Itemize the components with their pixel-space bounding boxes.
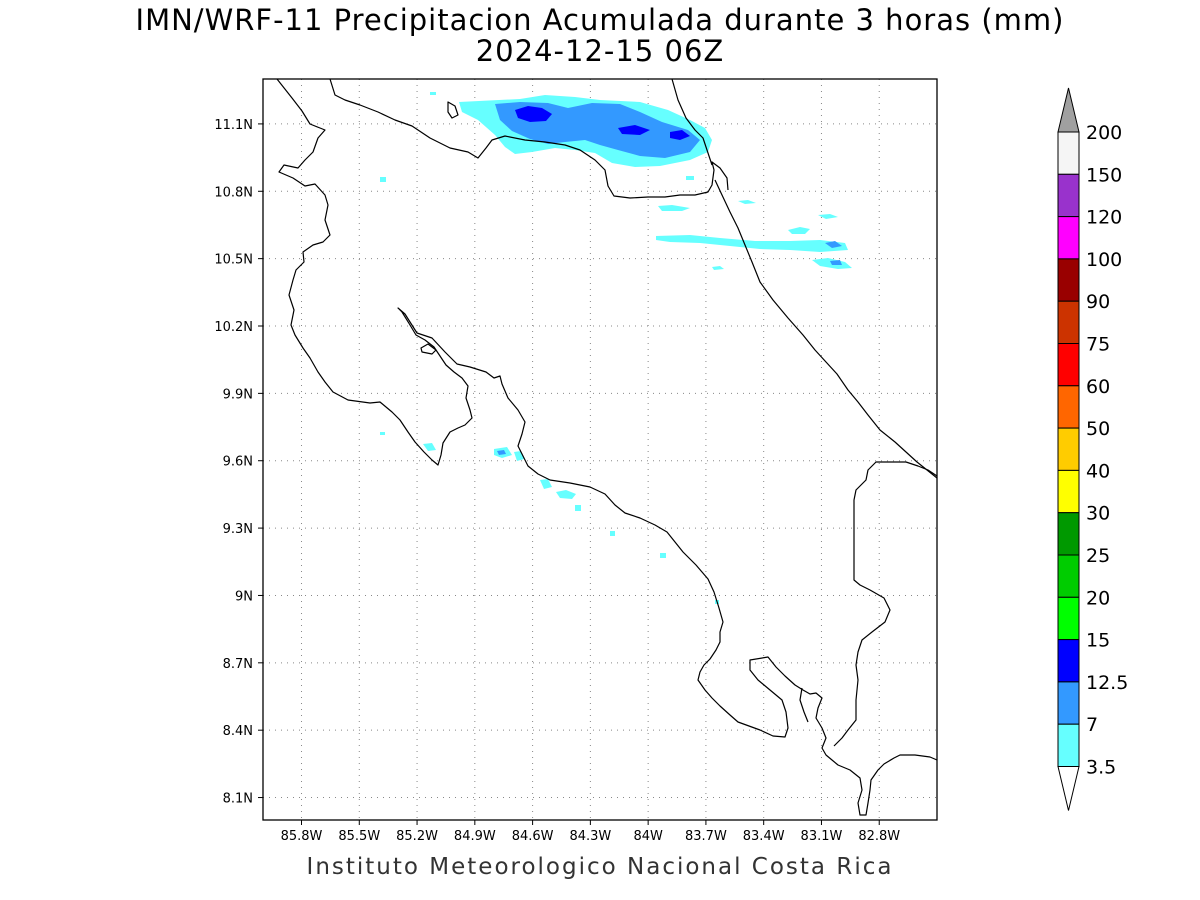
colorbar-label: 150 [1086, 164, 1122, 186]
colorbar-legend: 200 150 120 100 90 75 60 50 40 30 25 20 15 12.5 7 3.5 [1057, 87, 1128, 811]
precip-area-3.5mm [686, 176, 694, 180]
lon-tick-label: 85.8W [281, 829, 323, 844]
lat-tick-label: 10.8N [214, 185, 253, 200]
precip-area-3.5mm [788, 227, 810, 234]
lon-tick-label: 83.1W [801, 829, 843, 844]
precip-area-3.5mm [380, 432, 385, 435]
coastlines-and-borders [276, 79, 937, 816]
colorbar-label: 7 [1086, 714, 1098, 736]
colorbar-label: 12.5 [1086, 672, 1128, 694]
precip-area-12.5mm [670, 130, 690, 140]
precip-area-3.5mm [556, 490, 576, 499]
precip-area-3.5mm [430, 92, 436, 95]
colorbar-swatch [1057, 173, 1080, 218]
colorbar-max-arrow [1057, 87, 1080, 133]
colorbar-label: 75 [1086, 334, 1110, 356]
lat-tick-label: 9N [235, 589, 253, 604]
lon-tick-label: 84.6W [512, 829, 554, 844]
colorbar-swatch [1057, 427, 1080, 471]
colorbar-label: 60 [1086, 376, 1110, 398]
credit-footer: Instituto Meteorologico Nacional Costa R… [306, 854, 894, 880]
precip-area-7mm [830, 260, 842, 265]
precip-area-3.5mm [656, 235, 848, 252]
lat-tick-label: 10.5N [214, 253, 253, 268]
lon-tick-label: 84.9W [454, 829, 496, 844]
precip-area-3.5mm [658, 205, 690, 211]
lat-tick-label: 8.4N [223, 724, 253, 739]
map-plot-area [263, 79, 937, 820]
caribbean-coastline [714, 179, 937, 479]
precip-area-3.5mm [818, 214, 838, 219]
colorbar-min-arrow [1057, 766, 1080, 811]
lon-tick-label: 85.5W [338, 829, 380, 844]
chart-title: IMN/WRF-11 Precipitacion Acumulada duran… [135, 3, 1065, 37]
lat-tick-label: 10.2N [214, 320, 253, 335]
precip-area-3.5mm [712, 266, 724, 270]
lon-tick-label: 82.8W [858, 829, 900, 844]
colorbar-swatch [1057, 469, 1080, 514]
precipitation-field [380, 92, 852, 604]
precip-area-7mm [497, 450, 506, 455]
colorbar-swatch [1057, 131, 1080, 175]
lon-tick-label: 83.4W [743, 829, 785, 844]
lat-tick-label: 11.1N [214, 118, 253, 133]
lon-tick-label: 85.2W [396, 829, 438, 844]
precip-area-3.5mm [575, 505, 581, 511]
chira-island [420, 343, 437, 355]
precip-area-3.5mm [380, 177, 386, 182]
colorbar-label: 3.5 [1086, 757, 1116, 779]
chart-subtitle-datetime: 2024-12-15 06Z [475, 34, 725, 68]
coast-detail [447, 101, 459, 119]
lat-tick-label: 8.1N [223, 792, 253, 807]
latitude-axis: 11.1N 10.8N 10.5N 10.2N 9.9N 9.6N 9.3N 9N 8.7N 8.… [214, 118, 263, 807]
panama-border [833, 461, 937, 747]
colorbar-swatch [1057, 343, 1080, 387]
nicaragua-river-border [671, 79, 713, 166]
colorbar-label: 20 [1086, 587, 1110, 609]
lon-tick-label: 83.7W [685, 829, 727, 844]
colorbar-swatch [1057, 639, 1080, 683]
colorbar-label: 90 [1086, 291, 1110, 313]
colorbar-swatch [1057, 216, 1080, 260]
colorbar-swatch [1057, 300, 1080, 345]
colorbar-swatch [1057, 512, 1080, 556]
colorbar-label: 200 [1086, 122, 1122, 144]
colorbar-swatch [1057, 554, 1080, 598]
colorbar-swatch [1057, 385, 1080, 429]
precip-area-3.5mm [423, 443, 436, 451]
lat-tick-label: 9.3N [223, 522, 253, 537]
golfo-dulce-coast [799, 687, 809, 723]
lat-tick-label: 9.6N [223, 455, 253, 470]
map-frame [262, 78, 938, 821]
precip-area-12.5mm [515, 106, 552, 122]
precip-area-7mm [825, 241, 842, 248]
colorbar-swatch [1057, 596, 1080, 641]
precip-area-3.5mm [540, 479, 552, 489]
colorbar-label: 25 [1086, 545, 1110, 567]
longitude-axis: 85.8W 85.5W 85.2W 84.9W 84.6W 84.3W 84W 83.7W 83… [281, 820, 900, 844]
colorbar-swatch [1057, 258, 1080, 302]
nicaragua-border [329, 79, 729, 199]
lon-tick-label: 84.3W [569, 829, 611, 844]
precip-area-3.5mm [610, 531, 615, 536]
lon-tick-label: 84W [633, 829, 663, 844]
pacific-coastline [276, 79, 937, 816]
colorbar-swatch [1057, 723, 1080, 768]
colorbar-label: 30 [1086, 503, 1110, 525]
colorbar-label: 40 [1086, 460, 1110, 482]
precip-area-3.5mm [738, 200, 756, 204]
lat-tick-label: 9.9N [223, 387, 253, 402]
colorbar-label: 120 [1086, 207, 1122, 229]
precip-area-12.5mm [618, 125, 650, 135]
colorbar-label: 50 [1086, 418, 1110, 440]
lat-tick-label: 8.7N [223, 657, 253, 672]
precip-area-3.5mm [660, 553, 666, 558]
colorbar-swatch [1057, 681, 1080, 725]
colorbar-label: 15 [1086, 630, 1110, 652]
colorbar-label: 100 [1086, 249, 1122, 271]
